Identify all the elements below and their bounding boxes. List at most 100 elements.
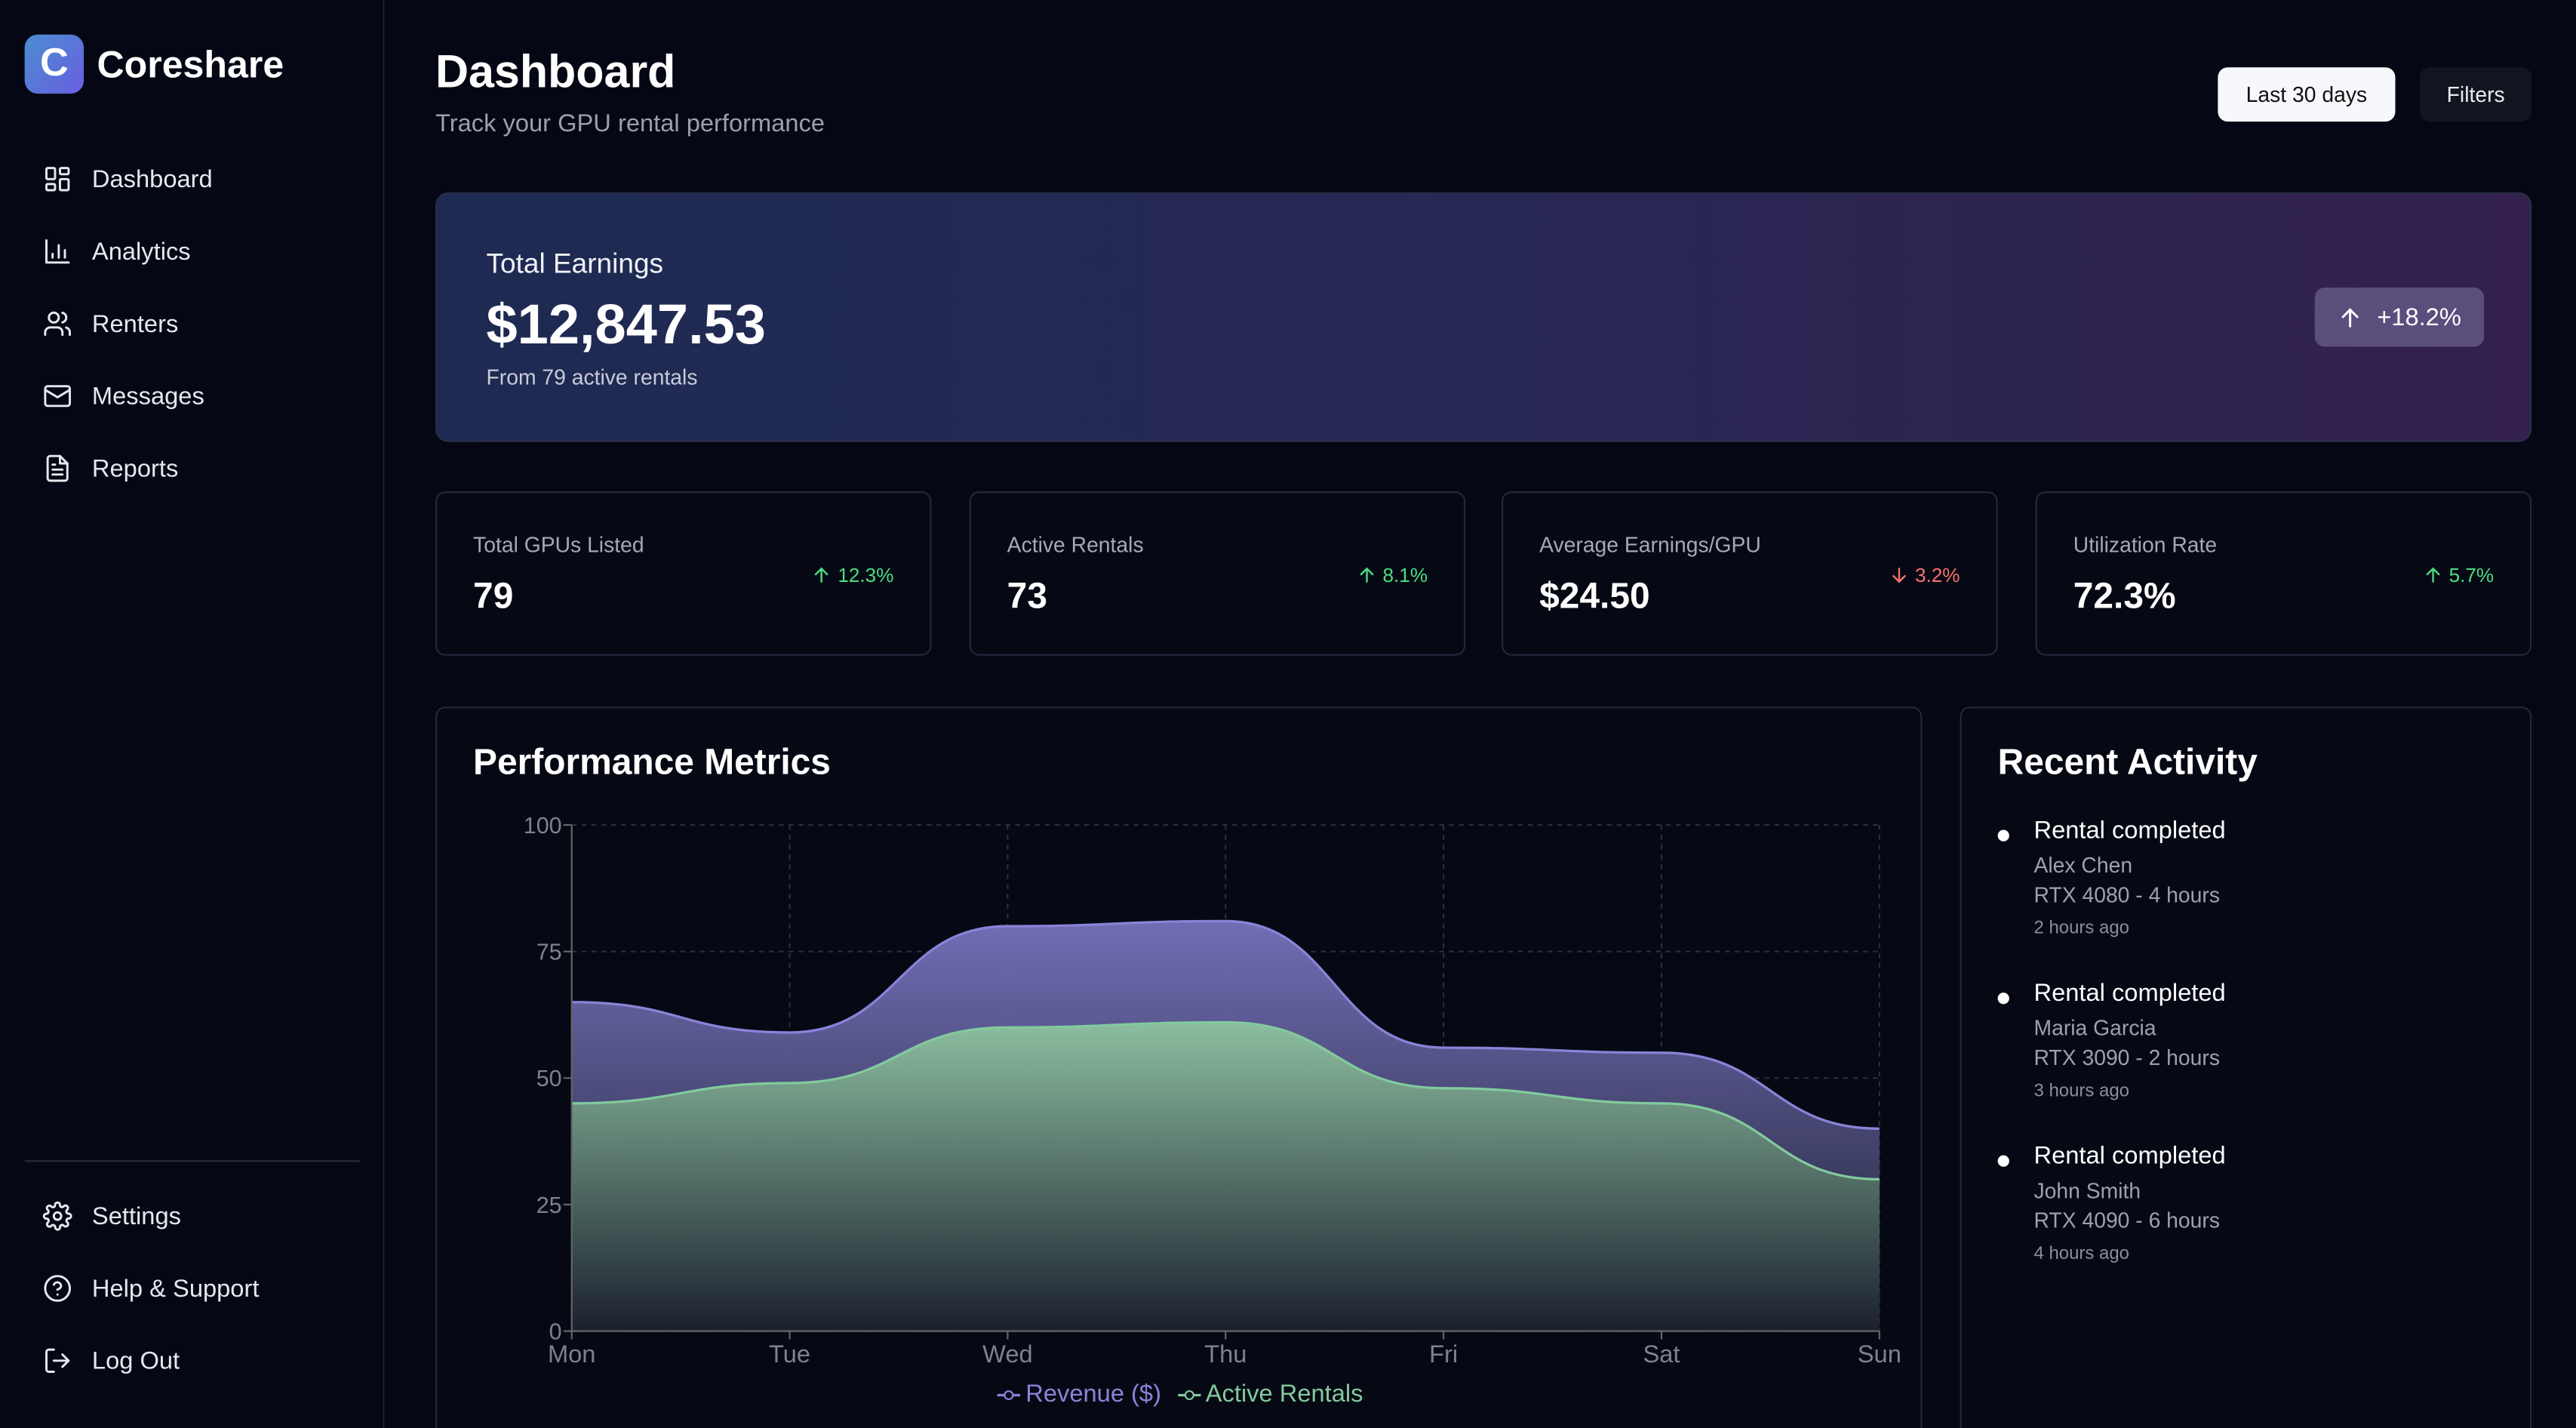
- y-tick-label: 25: [536, 1193, 562, 1218]
- x-tick-label: Wed: [982, 1340, 1033, 1368]
- logo-icon: C: [24, 34, 85, 94]
- activity-bullet-icon: [1997, 1155, 2009, 1167]
- activity-renter: Maria Garcia: [2033, 1015, 2156, 1041]
- sidebar-item-dashboard[interactable]: Dashboard: [43, 159, 213, 199]
- activity-renter: Alex Chen: [2033, 853, 2133, 878]
- legend-line-icon: [1177, 1389, 1201, 1399]
- stat-label: Utilization Rate: [2073, 532, 2218, 558]
- total-earnings-card: Total Earnings $12,847.53 From 79 active…: [435, 192, 2532, 442]
- help-circle-icon: [44, 1275, 72, 1302]
- total-earnings-subtext: From 79 active rentals: [486, 365, 698, 390]
- activity-time: 4 hours ago: [2033, 1244, 2130, 1264]
- activity-title: Rental completed: [2033, 1142, 2226, 1171]
- activity-detail: RTX 4080 - 4 hours: [2033, 882, 2221, 907]
- y-tick-label: 100: [524, 813, 562, 839]
- file-icon: [46, 454, 69, 482]
- sidebar-divider: [24, 1160, 360, 1162]
- stat-change-value: 3.2%: [1914, 563, 1960, 587]
- stat-card: Average Earnings/GPU $24.50 3.2%: [1502, 491, 1998, 656]
- activity-time: 3 hours ago: [2033, 1081, 2130, 1101]
- stat-value: 72.3%: [2073, 575, 2176, 617]
- rentals-area: [571, 1022, 1880, 1331]
- sidebar-item-help[interactable]: Help & Support: [43, 1269, 260, 1308]
- activity-renter: John Smith: [2033, 1178, 2141, 1203]
- earnings-change-badge: +18.2%: [2314, 288, 2485, 347]
- stat-card: Active Rentals 73 8.1%: [969, 491, 1466, 656]
- sidebar-item-label: Analytics: [91, 237, 191, 266]
- stat-label: Total GPUs Listed: [473, 532, 644, 558]
- sidebar-item-label: Renters: [91, 309, 179, 338]
- activity-detail: RTX 4090 - 6 hours: [2033, 1208, 2221, 1233]
- bar-chart-icon: [45, 239, 70, 264]
- stat-change-value: 8.1%: [1382, 563, 1428, 587]
- sidebar-item-analytics[interactable]: Analytics: [43, 232, 191, 271]
- arrow-up-icon: [1359, 567, 1373, 583]
- stat-label: Average Earnings/GPU: [1539, 532, 1761, 558]
- legend-item-rentals[interactable]: Active Rentals: [1177, 1380, 1363, 1408]
- arrow-up-icon: [2425, 567, 2439, 583]
- x-tick-label: Mon: [548, 1340, 596, 1368]
- sidebar-item-renters[interactable]: Renters: [43, 304, 179, 343]
- x-tick-label: Sat: [1643, 1340, 1680, 1368]
- sidebar-item-label: Dashboard: [91, 165, 213, 193]
- stat-value: $24.50: [1539, 575, 1650, 617]
- filters-button[interactable]: Filters: [2420, 67, 2532, 122]
- y-tick-label: 50: [536, 1066, 562, 1091]
- x-tick-label: Sun: [1858, 1340, 1901, 1368]
- recent-activity-title: Recent Activity: [1997, 740, 2258, 783]
- rentals-line: [571, 1020, 1880, 1181]
- performance-metrics-card: Performance Metrics 0 25 50 75 100 Mon Tue Wed T…: [435, 706, 1923, 1428]
- stat-change: 5.7%: [2423, 564, 2494, 586]
- sidebar-item-label: Help & Support: [91, 1274, 260, 1303]
- legend-line-icon: [998, 1389, 1021, 1399]
- activity-title: Rental completed: [2033, 979, 2226, 1008]
- x-tick-label: Fri: [1429, 1340, 1458, 1368]
- activity-bullet-icon: [1997, 829, 2009, 842]
- sidebar-item-label: Log Out: [91, 1346, 180, 1375]
- recent-activity-card: Recent Activity Rental completed Alex Ch…: [1960, 706, 2532, 1428]
- date-range-button[interactable]: Last 30 days: [2218, 67, 2396, 122]
- stat-change: 3.2%: [1889, 564, 1960, 586]
- earnings-change-value: +18.2%: [2377, 303, 2461, 331]
- stat-change-value: 12.3%: [838, 563, 894, 587]
- arrow-up-icon: [2341, 307, 2359, 327]
- performance-title: Performance Metrics: [473, 740, 831, 783]
- page-subtitle: Track your GPU rental performance: [435, 109, 825, 138]
- mail-icon: [44, 385, 72, 408]
- x-tick-label: Tue: [769, 1340, 810, 1368]
- arrow-up-icon: [814, 567, 828, 583]
- sidebar: C Coreshare Dashboard Analytics Renters …: [0, 0, 385, 1428]
- stat-change: 12.3%: [812, 563, 894, 587]
- brand-name: Coreshare: [97, 42, 284, 86]
- stat-change-value: 5.7%: [2448, 563, 2495, 587]
- legend-label: Revenue ($): [1025, 1380, 1161, 1408]
- y-tick-label: 0: [549, 1319, 562, 1344]
- gear-icon: [42, 1201, 72, 1231]
- sidebar-item-label: Settings: [91, 1202, 181, 1230]
- stat-value: 79: [473, 575, 514, 617]
- users-icon: [44, 311, 72, 337]
- legend-item-revenue[interactable]: Revenue ($): [998, 1380, 1161, 1408]
- stat-card: Utilization Rate 72.3% 5.7%: [2035, 491, 2532, 656]
- performance-chart: 0 25 50 75 100 Mon Tue Wed Thu Fri Sat Sun: [524, 813, 1901, 1368]
- grid-icon: [45, 167, 70, 192]
- revenue-line: [571, 919, 1880, 1131]
- activity-bullet-icon: [1997, 993, 2009, 1005]
- sidebar-item-logout[interactable]: Log Out: [43, 1341, 180, 1380]
- y-tick-label: 75: [536, 940, 562, 965]
- activity-title: Rental completed: [2033, 817, 2226, 845]
- arrow-down-icon: [1892, 568, 1905, 583]
- legend-label: Active Rentals: [1205, 1380, 1363, 1408]
- sidebar-item-label: Reports: [91, 454, 179, 483]
- sidebar-item-settings[interactable]: Settings: [42, 1196, 181, 1236]
- x-tick-label: Thu: [1204, 1340, 1247, 1368]
- stat-label: Active Rentals: [1007, 532, 1144, 558]
- stat-card: Total GPUs Listed 79 12.3%: [435, 491, 932, 656]
- total-earnings-label: Total Earnings: [486, 248, 664, 280]
- sidebar-item-reports[interactable]: Reports: [43, 448, 179, 488]
- activity-detail: RTX 3090 - 2 hours: [2033, 1045, 2221, 1070]
- page-title: Dashboard: [435, 45, 676, 97]
- sidebar-item-messages[interactable]: Messages: [43, 377, 204, 416]
- activity-time: 2 hours ago: [2033, 919, 2130, 939]
